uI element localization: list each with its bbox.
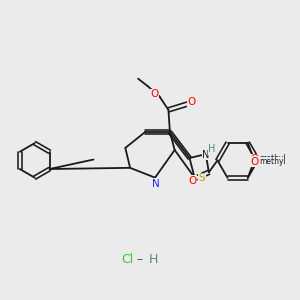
Text: S: S (199, 173, 205, 183)
Text: N: N (152, 178, 160, 189)
Text: H: H (148, 254, 158, 266)
Text: N: N (202, 150, 210, 160)
Text: O: O (150, 89, 158, 99)
Text: O: O (188, 176, 196, 186)
Text: Cl: Cl (121, 254, 133, 266)
Text: O: O (250, 154, 258, 164)
Text: O: O (187, 98, 195, 107)
Text: H: H (208, 144, 215, 154)
Text: O: O (250, 157, 258, 166)
Text: methyl: methyl (260, 154, 286, 164)
Text: methyl: methyl (260, 158, 286, 166)
Text: –: – (134, 254, 148, 266)
